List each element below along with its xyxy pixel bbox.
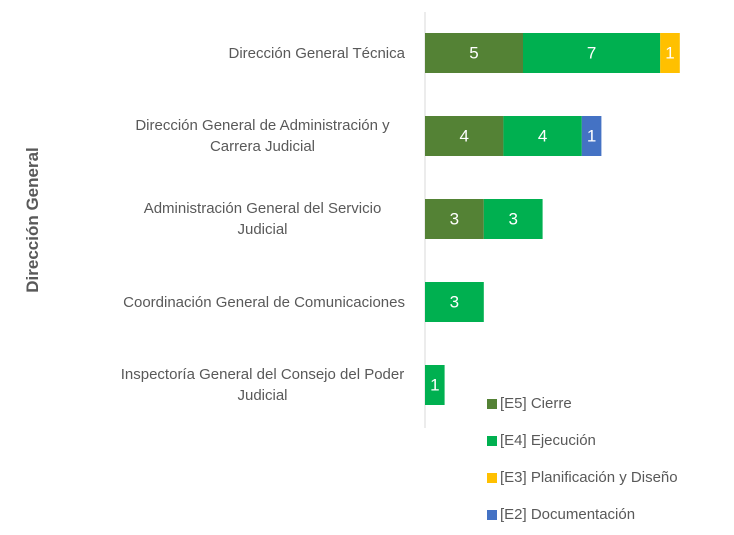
legend-swatch	[487, 399, 497, 409]
category-label-box: Coordinación General de Comunicaciones	[60, 262, 405, 342]
legend-swatch	[487, 436, 497, 446]
category-label-box: Dirección General de Administración y Ca…	[60, 96, 405, 176]
bar-segment	[503, 116, 582, 156]
category-label-box: Dirección General Técnica	[60, 13, 405, 93]
y-axis-title: Dirección General	[23, 147, 42, 293]
data-label: 4	[459, 126, 468, 145]
bar-segment	[425, 282, 484, 322]
data-label: 1	[587, 126, 596, 145]
data-label: 5	[469, 43, 478, 62]
legend-swatch	[487, 473, 497, 483]
category-label: Dirección General de Administración y Ca…	[135, 117, 390, 155]
category-label: Inspectoría General del Consejo del Pode…	[120, 366, 405, 404]
data-label: 1	[665, 43, 674, 62]
legend-label: [E5] Cierre	[500, 395, 572, 412]
category-label-box: Administración General del Servicio Judi…	[60, 179, 405, 259]
category-label: Administración General del Servicio Judi…	[143, 200, 382, 238]
legend-swatch	[487, 510, 497, 520]
bar-segment	[483, 199, 543, 239]
category-label: Dirección General Técnica	[228, 44, 405, 62]
data-label: 4	[538, 126, 547, 145]
bar-segment	[425, 365, 445, 405]
bar-segment	[581, 116, 602, 156]
data-label: 3	[450, 292, 459, 311]
data-label: 3	[508, 209, 517, 228]
bar-segment	[425, 33, 523, 73]
bar-segment	[425, 116, 504, 156]
data-label: 1	[430, 375, 439, 394]
category-label-box: Inspectoría General del Consejo del Pode…	[60, 345, 405, 425]
bar-segment	[425, 199, 484, 239]
legend-label: [E4] Ejecución	[500, 432, 596, 449]
legend-label: [E3] Planificación y Diseño	[500, 469, 678, 486]
legend-label: [E2] Documentación	[500, 506, 635, 523]
bar-segment	[523, 33, 661, 73]
data-label: 3	[450, 209, 459, 228]
data-label: 7	[587, 43, 596, 62]
category-label: Coordinación General de Comunicaciones	[123, 293, 405, 311]
bar-segment	[660, 33, 680, 73]
